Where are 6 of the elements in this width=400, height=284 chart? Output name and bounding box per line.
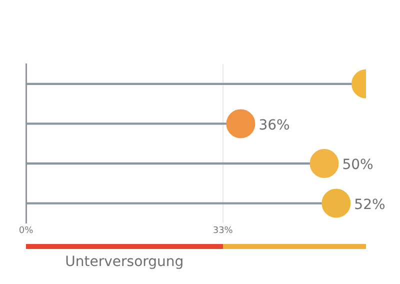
x-tick-label: 0% [18, 226, 34, 236]
data-label: 36% [258, 117, 290, 134]
data-label: 50% [342, 157, 374, 174]
x-tick-label: 33% [212, 226, 234, 236]
data-label: 52% [354, 196, 386, 213]
text: Unterversorgung [64, 254, 185, 270]
